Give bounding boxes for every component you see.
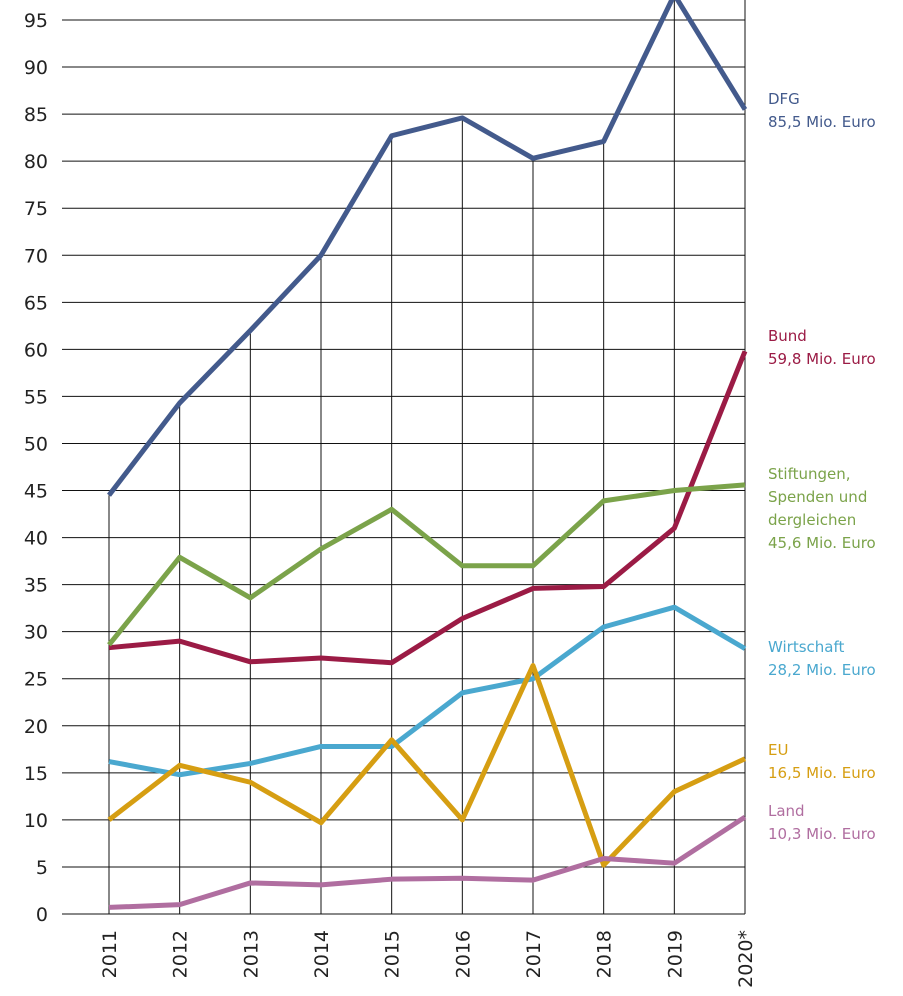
series-name: Wirtschaft bbox=[768, 638, 845, 656]
series-label: Bund 59,8 Mio. Euro bbox=[768, 325, 876, 371]
x-tick-label: 2014 bbox=[311, 930, 333, 978]
y-tick-label: 10 bbox=[24, 810, 48, 832]
y-tick-label: 30 bbox=[24, 622, 48, 644]
y-tick-label: 45 bbox=[24, 481, 48, 503]
y-tick-label: 80 bbox=[24, 151, 48, 173]
series-line bbox=[108, 814, 747, 910]
series-label: EU 16,5 Mio. Euro bbox=[768, 739, 876, 785]
y-tick-label: 85 bbox=[24, 104, 48, 126]
series-name: Bund bbox=[768, 327, 807, 345]
y-tick-label: 20 bbox=[24, 716, 48, 738]
y-tick-label: 70 bbox=[24, 245, 48, 267]
y-tick-label: 5 bbox=[36, 857, 48, 879]
x-tick-label: 2020* bbox=[735, 930, 757, 988]
y-tick-label: 35 bbox=[24, 575, 48, 597]
series-line bbox=[107, 0, 748, 497]
x-tick-label: 2012 bbox=[170, 930, 192, 978]
series-label: Wirtschaft 28,2 Mio. Euro bbox=[768, 636, 876, 682]
series-label: DFG 85,5 Mio. Euro bbox=[768, 88, 876, 134]
x-tick-label: 2017 bbox=[523, 930, 545, 978]
x-tick-label: 2011 bbox=[99, 930, 121, 978]
series-end-label: 45,6 Mio. Euro bbox=[768, 534, 876, 552]
x-tick-label: 2018 bbox=[594, 930, 616, 978]
series-end-label: 28,2 Mio. Euro bbox=[768, 661, 876, 679]
series-end-label: 85,5 Mio. Euro bbox=[768, 113, 876, 131]
y-tick-label: 75 bbox=[24, 198, 48, 220]
series-end-label: 59,8 Mio. Euro bbox=[768, 350, 876, 368]
series-line bbox=[108, 604, 747, 778]
series-line bbox=[107, 482, 746, 647]
y-tick-label: 25 bbox=[24, 669, 48, 691]
x-tick-label: 2016 bbox=[452, 930, 474, 978]
x-tick-label: 2015 bbox=[382, 930, 404, 978]
series-name: DFG bbox=[768, 90, 800, 108]
y-tick-label: 65 bbox=[24, 292, 48, 314]
y-tick-label: 55 bbox=[24, 386, 48, 408]
series-label: Land 10,3 Mio. Euro bbox=[768, 800, 876, 846]
series-label: Stiftungen, Spenden und dergleichen 45,6 … bbox=[768, 463, 876, 555]
series-end-label: 10,3 Mio. Euro bbox=[768, 825, 876, 843]
y-tick-label: 50 bbox=[24, 433, 48, 455]
series-end-label: 16,5 Mio. Euro bbox=[768, 764, 876, 782]
series-name: EU bbox=[768, 741, 789, 759]
y-tick-label: 15 bbox=[24, 763, 48, 785]
x-tick-label: 2019 bbox=[664, 930, 686, 978]
y-tick-label: 40 bbox=[24, 528, 48, 550]
series-line bbox=[107, 663, 747, 868]
series-line bbox=[108, 350, 748, 666]
x-tick-label: 2013 bbox=[240, 930, 262, 978]
y-tick-label: 95 bbox=[24, 10, 48, 32]
series-name: Land bbox=[768, 802, 805, 820]
y-tick-label: 0 bbox=[36, 904, 48, 926]
series-name: Stiftungen, Spenden und dergleichen bbox=[768, 465, 868, 529]
y-tick-label: 60 bbox=[24, 339, 48, 361]
y-tick-label: 90 bbox=[24, 57, 48, 79]
